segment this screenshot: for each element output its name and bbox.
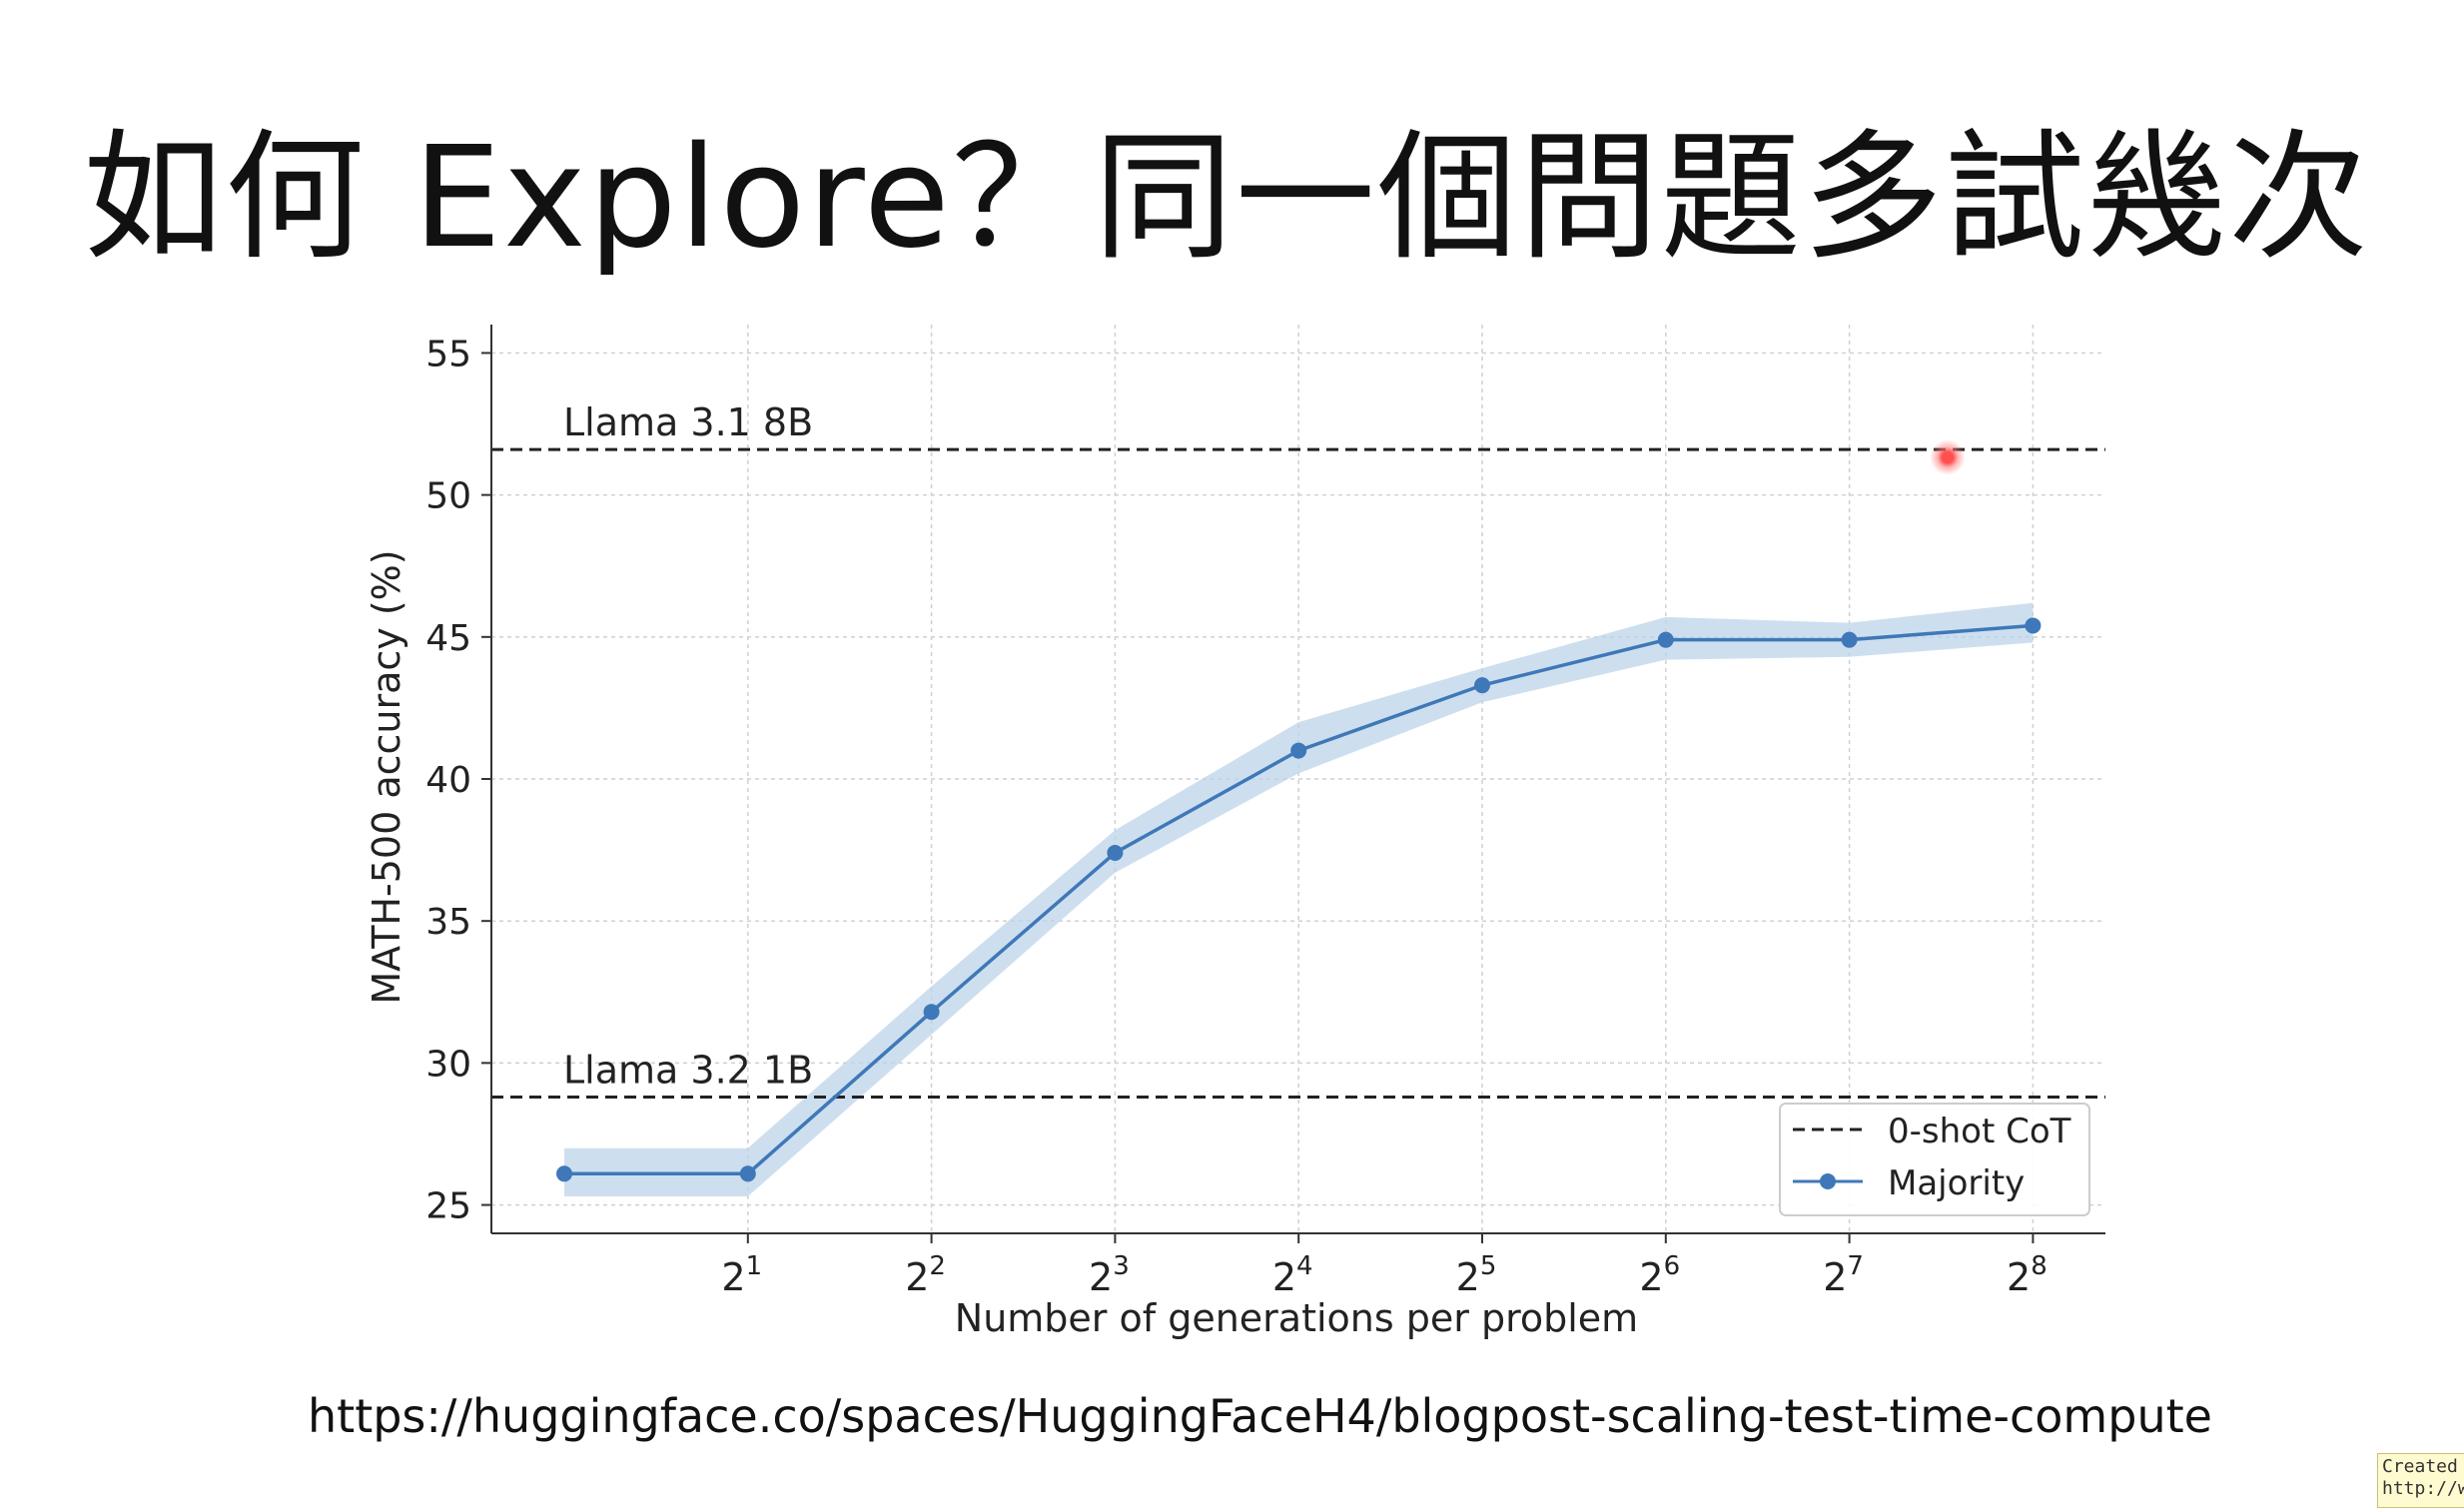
y-tick-label: 50 [425,476,471,517]
legend-label-majority: Majority [1888,1163,2025,1203]
x-tick-label: 22 [905,1251,946,1299]
reference-line-label: Llama 3.1 8B [563,400,813,444]
series-majority [556,617,2042,1182]
x-tick-label: 25 [1456,1251,1497,1299]
data-point [1657,631,1674,648]
y-tick-label: 55 [425,334,471,375]
legend: 0-shot CoT Majority [1779,1103,2090,1216]
data-point [1107,844,1124,861]
source-url[interactable]: https://huggingface.co/spaces/HuggingFac… [308,1389,2212,1443]
x-axis-label: Number of generations per problem [955,1296,1638,1340]
y-tick-label: 40 [425,760,471,801]
y-axis-label: MATH-500 accuracy (%) [365,549,409,1004]
watermark-line-2: http://w [2382,1478,2464,1499]
legend-label-0-shot-cot: 0-shot CoT [1888,1112,2071,1151]
y-tick-label: 30 [425,1044,471,1085]
x-tick-label: 21 [721,1251,762,1299]
data-point [556,1165,572,1182]
y-tick-label: 45 [425,618,471,659]
data-point [2025,617,2042,634]
x-tick-label: 27 [1823,1251,1864,1299]
cursor-pointer-icon [1930,439,1966,475]
reference-lines: Llama 3.1 8B Llama 3.2 1B [491,400,2105,1099]
data-point [739,1165,756,1182]
y-tick-label: 35 [425,902,471,943]
watermark-badge: Created http://w [2377,1453,2464,1508]
tick-labels: 25 30 35 40 45 50 55 21 22 23 24 25 26 27 28 [425,334,2048,1299]
data-point [1474,677,1490,694]
watermark-line-1: Created [2382,1456,2458,1477]
slide-title: 如何 Explore？同一個問題多試幾次 [83,117,2370,280]
legend-majority-marker [1820,1173,1836,1189]
x-tick-label: 28 [2007,1251,2048,1299]
x-tick-label: 24 [1272,1251,1313,1299]
data-point [1841,631,1858,648]
y-tick-label: 25 [425,1186,471,1227]
legend-box [1779,1103,2090,1216]
x-tick-label: 26 [1639,1251,1680,1299]
axes [481,325,2105,1243]
data-point [1290,742,1307,759]
reference-line-label: Llama 3.2 1B [563,1049,813,1093]
x-tick-label: 23 [1089,1251,1130,1299]
data-point [923,1004,940,1021]
axis-labels: Number of generations per problem MATH-5… [365,549,1638,1340]
